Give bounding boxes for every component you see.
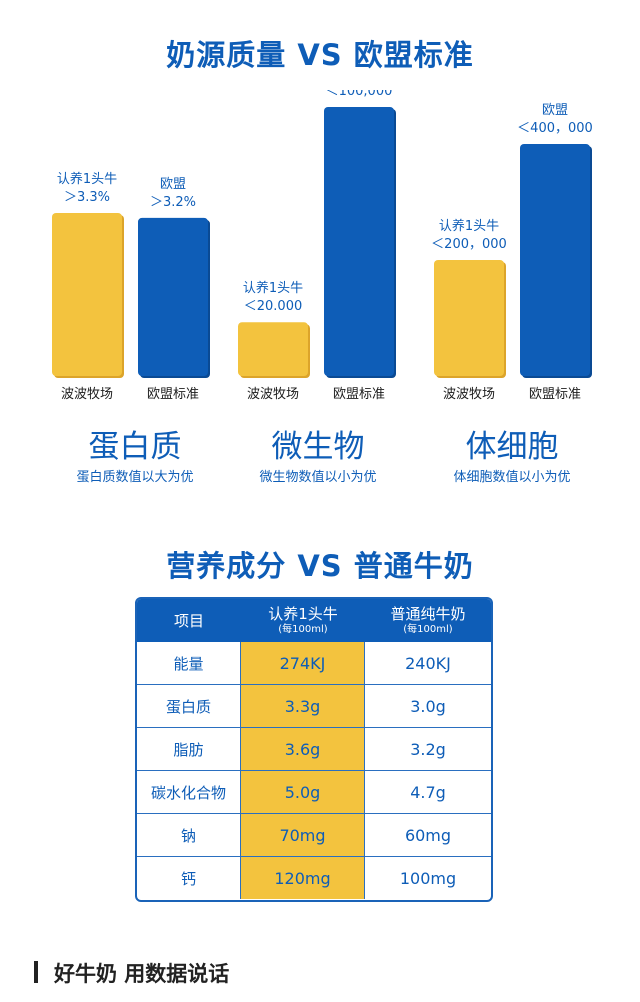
category-label: 波波牧场	[247, 387, 299, 402]
table-header: 项目 认养1头牛 (每100ml) 普通纯牛奶 (每100ml)	[137, 599, 491, 642]
bar	[324, 107, 394, 376]
row-col2: 4.7g	[410, 782, 446, 802]
footer-text: 好牛奶 用数据说话	[54, 962, 230, 986]
bar-label-line1: 欧盟	[542, 103, 568, 118]
row-col1: 5.0g	[241, 771, 365, 813]
bar-label-line1: 认养1头牛	[439, 218, 499, 234]
bar-label-line2: ＞3.3%	[64, 190, 110, 205]
category-label: 欧盟标准	[529, 387, 581, 402]
row-item: 脂肪	[137, 728, 241, 770]
row-col1: 70mg	[241, 814, 365, 856]
group-title-somatic-cell: 体细胞	[465, 429, 559, 465]
nutrition-table: 项目 认养1头牛 (每100ml) 普通纯牛奶 (每100ml) 能量 274K…	[135, 597, 493, 902]
table-row: 能量 274KJ 240KJ	[137, 642, 491, 684]
bar-label-line2: ＜400，000	[517, 121, 593, 136]
header-col1-sub: (每100ml)	[278, 624, 328, 635]
chart-title: 奶源质量 VS 欧盟标准	[166, 38, 474, 72]
bar-label-line2: ＜100,000	[326, 90, 393, 99]
bar	[138, 217, 208, 376]
group-note-protein: 蛋白质数值以大为优	[76, 470, 194, 485]
row-item: 钙	[137, 857, 241, 899]
row-divider	[137, 727, 491, 728]
group-title-protein: 蛋白质	[88, 429, 182, 465]
bar-label-line2: ＜20.000	[244, 299, 303, 314]
header-col1: 认养1头牛 (每100ml)	[241, 599, 365, 642]
category-label: 欧盟标准	[333, 387, 385, 402]
table-row: 碳水化合物 5.0g 4.7g	[137, 771, 491, 813]
row-item: 能量	[137, 642, 241, 684]
category-label: 波波牧场	[443, 387, 495, 402]
bar	[238, 322, 308, 376]
row-col2: 100mg	[399, 868, 457, 888]
bar-label-line2: ＞3.2%	[150, 195, 196, 210]
table-row: 钠 70mg 60mg	[137, 814, 491, 856]
bar-label-line1: 认养1头牛	[243, 280, 303, 296]
bar-label-line2: ＜200，000	[431, 237, 507, 252]
row-col2: 3.2g	[410, 739, 446, 759]
header-col2: 普通纯牛奶 (每100ml)	[365, 599, 491, 642]
table-row: 脂肪 3.6g 3.2g	[137, 728, 491, 770]
bar-label-line1: 欧盟	[160, 177, 186, 192]
bar	[434, 260, 504, 376]
category-label: 欧盟标准	[147, 387, 199, 402]
row-col1: 3.3g	[241, 685, 365, 727]
row-item: 蛋白质	[137, 685, 241, 727]
group-note-microbe: 微生物数值以小为优	[259, 470, 377, 485]
table-row: 蛋白质 3.3g 3.0g	[137, 685, 491, 727]
bar	[520, 144, 590, 376]
row-divider	[137, 813, 491, 814]
header-col2-main: 普通纯牛奶	[390, 605, 466, 623]
bar-label-line1: 认养1头牛	[57, 171, 117, 187]
nutrition-title: 营养成分 VS 普通牛奶	[166, 549, 474, 583]
bar-chart: 认养1头牛 ＞3.3% 波波牧场 欧盟 ＞3.2% 欧盟标准 认养1头牛 ＜20.000 波波牧…	[52, 90, 593, 402]
group-note-somatic-cell: 体细胞数值以小为优	[453, 470, 571, 485]
row-item: 钠	[137, 814, 241, 856]
row-divider	[137, 770, 491, 771]
group-title-microbe: 微生物	[271, 429, 365, 465]
row-divider	[137, 684, 491, 685]
table-row: 钙 120mg 100mg	[137, 857, 491, 899]
header-item: 项目	[173, 612, 204, 630]
row-col1: 274KJ	[241, 642, 365, 684]
row-col2: 3.0g	[410, 696, 446, 716]
row-item: 碳水化合物	[137, 771, 241, 813]
row-col2: 60mg	[404, 825, 452, 845]
bar	[52, 212, 122, 376]
footer-accent-bar	[34, 961, 38, 983]
category-label: 波波牧场	[61, 387, 113, 402]
row-col1: 120mg	[241, 857, 365, 899]
row-divider	[137, 856, 491, 857]
row-col1: 3.6g	[241, 728, 365, 770]
header-col1-main: 认养1头牛	[268, 605, 338, 623]
header-col2-sub: (每100ml)	[403, 624, 453, 635]
row-col2: 240KJ	[405, 653, 451, 673]
